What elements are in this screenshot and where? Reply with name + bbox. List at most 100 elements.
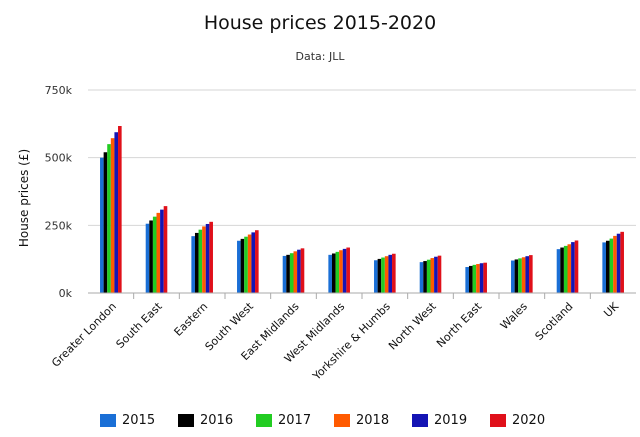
- y-tick-label: 0k: [59, 287, 73, 300]
- bar: [118, 126, 122, 293]
- x-tick-label: South East: [114, 299, 166, 351]
- bar: [160, 209, 164, 293]
- bar: [286, 254, 290, 293]
- legend-item[interactable]: 2019: [412, 413, 467, 428]
- chart-subtitle: Data: JLL: [295, 50, 345, 63]
- legend-label: 2015: [122, 413, 156, 428]
- bar: [110, 138, 115, 293]
- bar: [194, 232, 199, 293]
- legend-item[interactable]: 2015: [100, 413, 155, 428]
- x-tick-label: North West: [386, 299, 439, 352]
- bar: [209, 221, 213, 293]
- bar: [237, 240, 241, 293]
- legend-label: 2017: [278, 413, 312, 428]
- bar: [244, 236, 248, 293]
- legend-label: 2016: [200, 413, 234, 428]
- bar: [518, 258, 522, 293]
- bar: [567, 244, 572, 293]
- bar: [384, 256, 389, 293]
- legend-item[interactable]: 2020: [490, 413, 545, 428]
- y-tick-label: 750k: [45, 84, 73, 97]
- bar: [419, 262, 424, 293]
- bar: [556, 249, 561, 293]
- bar: [114, 132, 119, 293]
- bar: [374, 260, 378, 293]
- x-tick-label: Scotland: [533, 300, 576, 343]
- bar: [202, 226, 206, 293]
- bar: [468, 265, 473, 293]
- legend-item[interactable]: 2016: [178, 413, 233, 428]
- bar: [346, 247, 350, 293]
- bar: [616, 233, 621, 293]
- bar: [331, 253, 336, 293]
- bar: [255, 230, 259, 293]
- legend-swatch: [490, 414, 506, 427]
- bar: [434, 256, 438, 293]
- bar: [609, 238, 614, 293]
- bar: [511, 260, 515, 293]
- bar: [152, 216, 157, 293]
- bar: [529, 255, 533, 293]
- x-tick-label: Eastern: [172, 300, 211, 339]
- bar: [100, 157, 104, 293]
- legend-label: 2019: [434, 413, 468, 428]
- bar: [297, 249, 301, 293]
- bar: [103, 152, 108, 293]
- bar: [392, 253, 396, 293]
- bar: [521, 257, 526, 293]
- legend: 2015 2016 2017 2018 2019 2020: [0, 413, 640, 433]
- legend-swatch: [412, 414, 428, 427]
- bar: [205, 223, 210, 293]
- bar: [525, 256, 530, 293]
- bar: [563, 245, 568, 293]
- bar: [107, 144, 111, 293]
- bar: [240, 238, 245, 293]
- bar: [613, 235, 617, 293]
- bar: [388, 254, 393, 293]
- bar: [574, 240, 579, 293]
- bar: [483, 262, 487, 293]
- bar: [620, 231, 624, 293]
- bar: [293, 251, 298, 293]
- bar: [560, 247, 564, 293]
- bar: [430, 258, 435, 293]
- y-tick-label: 500k: [45, 152, 73, 165]
- y-axis-label: House prices (£): [17, 149, 31, 247]
- legend-label: 2020: [512, 413, 546, 428]
- legend-item[interactable]: 2018: [334, 413, 389, 428]
- legend-swatch: [256, 414, 272, 427]
- bar: [426, 259, 431, 293]
- legend-item[interactable]: 2017: [256, 413, 311, 428]
- bar: [381, 257, 385, 293]
- x-tick-label: UK: [601, 299, 622, 320]
- bar: [251, 232, 256, 293]
- bar: [342, 248, 347, 293]
- legend-swatch: [334, 414, 350, 427]
- bar: [156, 212, 161, 293]
- bar: [377, 258, 382, 293]
- bar: [602, 242, 606, 293]
- bar: [437, 255, 442, 293]
- bar: [423, 261, 427, 293]
- bar: [247, 234, 252, 293]
- legend-swatch: [100, 414, 116, 427]
- bar: [335, 251, 340, 293]
- bar: [149, 220, 153, 293]
- bar: [472, 264, 477, 293]
- bar: [300, 248, 305, 293]
- bar: [282, 255, 287, 293]
- x-tick-label: Greater London: [49, 300, 119, 370]
- legend-swatch: [178, 414, 194, 427]
- bar: [465, 267, 469, 293]
- y-tick-label: 250k: [45, 219, 73, 232]
- bar: [289, 253, 294, 293]
- bar: [328, 254, 332, 293]
- bar: [198, 229, 203, 293]
- x-tick-label: Yorkshire & Humbs: [310, 300, 394, 384]
- x-tick-label: North East: [434, 299, 485, 350]
- bar: [163, 206, 168, 293]
- bar: [479, 263, 484, 293]
- bar: [476, 264, 480, 293]
- bar: [605, 240, 610, 293]
